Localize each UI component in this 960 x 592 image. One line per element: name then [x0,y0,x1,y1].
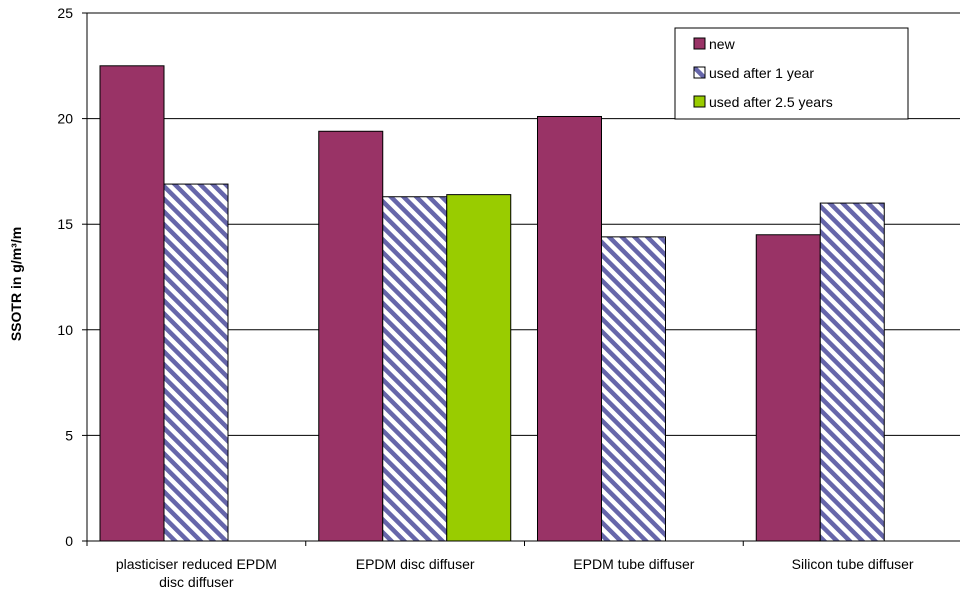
category-labels: plasticiser reduced EPDM disc diffuser EPD… [116,556,914,590]
bar-used-after-2-5-years [446,194,512,542]
category-label: Silicon tube diffuser [792,556,914,572]
y-tick-label: 15 [57,216,73,232]
category-label: EPDM disc diffuser [356,556,475,572]
y-tick-label: 10 [57,322,73,338]
category-label: plasticiser reduced EPDM [116,556,277,572]
legend-label: used after 1 year [709,65,814,81]
y-tick-labels: 0 5 10 15 20 25 [57,5,73,549]
legend-swatch [693,95,706,108]
axes [82,12,960,546]
y-tick-label: 0 [65,533,73,549]
bar-new [755,234,821,542]
bar-new [318,130,384,542]
bar-used-after-1-year [819,202,885,542]
bar-used-after-1-year [382,196,448,542]
legend-label: new [709,36,736,52]
category-label: EPDM tube diffuser [573,556,694,572]
y-tick-label: 5 [65,427,73,443]
legend: new used after 1 year used after 2.5 years [674,27,909,120]
legend-swatch [693,37,706,50]
y-axis-label: SSOTR in g/m³/m [8,227,24,341]
y-tick-label: 20 [57,111,73,127]
legend-box [674,27,909,120]
bars [99,65,885,542]
legend-swatch [693,66,706,79]
bar-used-after-1-year [163,183,229,542]
category-label: disc diffuser [159,574,234,590]
bar-used-after-1-year [601,236,666,542]
y-tick-label: 25 [57,5,73,21]
bar-new [99,65,165,542]
bar-new [537,115,602,542]
legend-label: used after 2.5 years [709,94,833,110]
